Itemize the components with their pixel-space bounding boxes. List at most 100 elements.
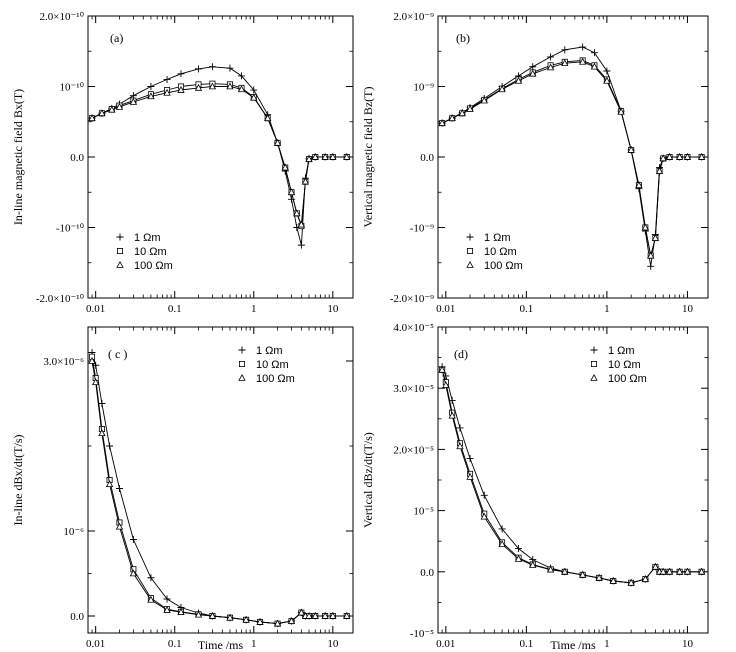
legend: 1 Ωm 10 Ωm 100 Ωm bbox=[116, 232, 173, 272]
chart-panel-3: 0.01 0.1 1 10 -10⁻⁵ 0.0 10⁻⁵ 2.0×10⁻⁵ 3.0×10⁻⁵ 4.… bbox=[361, 322, 709, 652]
chart-panel-0: 0.01 0.1 1 10 -2.0×10⁻¹⁰ -10⁻¹⁰ 0.0 10⁻¹⁰ 2.0×10… bbox=[11, 11, 354, 315]
data-point bbox=[115, 102, 124, 110]
data-point bbox=[115, 522, 124, 530]
data-point bbox=[466, 105, 474, 112]
data-point bbox=[297, 220, 306, 228]
series-line bbox=[91, 83, 347, 227]
data-point bbox=[466, 455, 474, 463]
y-tick-label: 0.0 bbox=[420, 152, 434, 164]
data-point bbox=[675, 152, 684, 160]
series-0 bbox=[438, 363, 706, 587]
data-point bbox=[438, 119, 446, 126]
data-point bbox=[91, 378, 100, 386]
y-tick-label: -2.0×10⁻¹⁰ bbox=[36, 293, 85, 305]
data-point bbox=[547, 53, 555, 61]
data-point bbox=[627, 145, 635, 153]
x-tick-label: 0.1 bbox=[168, 303, 182, 315]
x-axis-label: Time /ms bbox=[198, 638, 244, 652]
series-2 bbox=[438, 365, 706, 586]
data-point bbox=[88, 356, 96, 364]
data-point bbox=[305, 155, 313, 162]
legend-label: 10 Ωm bbox=[608, 359, 641, 371]
y-tick-label: 3.0×10⁻⁵ bbox=[393, 383, 434, 395]
data-point bbox=[311, 152, 319, 160]
x-tick-label: 1 bbox=[604, 638, 610, 650]
y-tick-label: 10⁻⁶ bbox=[63, 526, 84, 538]
data-point bbox=[301, 177, 310, 185]
data-point bbox=[177, 70, 185, 78]
data-point bbox=[466, 472, 474, 480]
data-point bbox=[529, 561, 537, 568]
y-tick-label: 0.0 bbox=[420, 567, 434, 579]
legend-label: 100 Ωm bbox=[608, 373, 647, 385]
y-tick-label: 0.0 bbox=[70, 152, 84, 164]
data-point bbox=[498, 85, 506, 93]
data-point bbox=[273, 619, 282, 627]
data-point bbox=[498, 540, 506, 548]
series-line bbox=[91, 352, 347, 625]
data-point bbox=[635, 181, 643, 188]
data-point bbox=[106, 442, 114, 450]
legend-label: 100 Ωm bbox=[256, 373, 295, 385]
x-tick-label: 1 bbox=[251, 638, 257, 650]
data-point bbox=[147, 92, 155, 100]
panel-label: (a) bbox=[110, 31, 123, 45]
legend-marker bbox=[117, 247, 124, 254]
data-point bbox=[256, 617, 264, 625]
y-tick-label: 10⁻⁹ bbox=[413, 82, 434, 94]
data-point bbox=[683, 152, 692, 160]
data-point bbox=[647, 262, 655, 270]
data-point bbox=[208, 82, 217, 90]
data-point bbox=[147, 574, 155, 582]
data-point bbox=[456, 442, 464, 450]
x-tick-label: 1 bbox=[604, 303, 610, 315]
data-point bbox=[163, 606, 171, 613]
x-tick-label: 0.01 bbox=[86, 303, 105, 315]
data-point bbox=[514, 554, 523, 562]
data-point bbox=[697, 567, 706, 575]
data-point bbox=[655, 167, 664, 174]
panel-label: ( c ) bbox=[108, 347, 127, 361]
data-point bbox=[603, 67, 611, 75]
data-point bbox=[287, 188, 296, 196]
series-line bbox=[91, 356, 347, 625]
y-tick-label: -2.0×10⁻⁹ bbox=[390, 293, 434, 305]
legend: 1 Ωm 10 Ωm 100 Ωm bbox=[466, 232, 523, 272]
series-line bbox=[441, 369, 702, 584]
data-point bbox=[343, 152, 351, 160]
data-point bbox=[651, 234, 660, 241]
x-tick-label: 0.01 bbox=[436, 303, 455, 315]
series-2 bbox=[88, 356, 351, 627]
data-point bbox=[311, 611, 319, 619]
legend-label: 1 Ωm bbox=[256, 345, 283, 357]
series-1 bbox=[89, 353, 350, 627]
data-point bbox=[683, 567, 692, 575]
plot-frame bbox=[87, 326, 354, 634]
legend-label: 100 Ωm bbox=[484, 260, 523, 272]
data-point bbox=[595, 573, 603, 581]
data-point bbox=[115, 485, 123, 492]
data-point bbox=[647, 251, 655, 259]
panel-label: (b) bbox=[456, 31, 470, 45]
data-point bbox=[98, 109, 106, 117]
y-tick-label: -10⁻⁹ bbox=[410, 223, 434, 235]
data-point bbox=[129, 569, 138, 577]
data-point bbox=[617, 107, 625, 115]
data-point bbox=[163, 88, 171, 96]
data-point bbox=[281, 163, 289, 171]
series-2 bbox=[88, 82, 351, 228]
data-point bbox=[578, 57, 587, 65]
data-point bbox=[578, 570, 587, 578]
data-point bbox=[627, 578, 635, 586]
data-point bbox=[529, 63, 537, 71]
data-point bbox=[480, 512, 488, 520]
data-point bbox=[98, 400, 106, 407]
legend-label: 10 Ωm bbox=[134, 246, 167, 258]
x-tick-label: 0.1 bbox=[519, 303, 533, 315]
y-tick-label: 10⁻⁵ bbox=[413, 506, 434, 518]
series-line bbox=[91, 66, 347, 246]
data-point bbox=[147, 83, 155, 90]
y-axis-label: In-line dBx/dt(T/s) bbox=[11, 435, 25, 526]
data-point bbox=[546, 63, 555, 71]
